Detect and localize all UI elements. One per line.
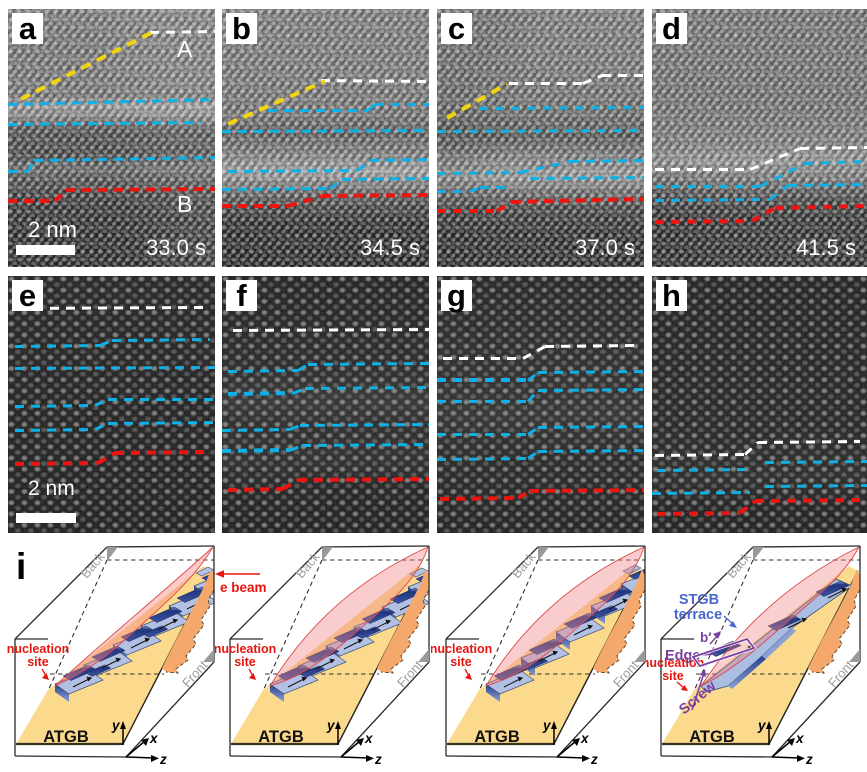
svg-text:y: y: [326, 718, 336, 733]
svg-text:y: y: [757, 718, 767, 733]
svg-text:ATGB: ATGB: [258, 728, 304, 746]
svg-text:y: y: [111, 718, 121, 733]
svg-text:Back: Back: [293, 549, 323, 581]
svg-text:x: x: [149, 731, 158, 746]
svg-text:x: x: [580, 731, 589, 746]
svg-text:z: z: [374, 752, 382, 767]
svg-text:x: x: [364, 731, 373, 746]
svg-text:x: x: [795, 731, 804, 746]
svg-text:z: z: [590, 752, 598, 767]
svg-text:ATGB: ATGB: [689, 728, 735, 746]
svg-text:nucleation: nucleation: [7, 642, 70, 656]
svg-text:nucleation: nucleation: [646, 656, 704, 670]
svg-text:nucleation: nucleation: [431, 642, 492, 656]
svg-text:Edge: Edge: [665, 648, 700, 664]
svg-text:z: z: [159, 752, 167, 767]
svg-text:Back: Back: [78, 549, 108, 581]
svg-text:ATGB: ATGB: [474, 728, 520, 746]
svg-text:Back: Back: [509, 549, 539, 581]
svg-text:Back: Back: [724, 549, 754, 581]
svg-text:b′: b′: [700, 630, 711, 645]
svg-text:ATGB: ATGB: [43, 728, 89, 746]
svg-text:site: site: [27, 655, 49, 669]
svg-text:site: site: [662, 669, 684, 683]
svg-text:nucleation: nucleation: [215, 642, 276, 656]
svg-text:site: site: [234, 655, 256, 669]
svg-text:site: site: [450, 655, 472, 669]
svg-text:terrace: terrace: [674, 607, 722, 623]
svg-text:z: z: [805, 752, 813, 767]
svg-text:STGB: STGB: [679, 592, 719, 608]
svg-text:y: y: [542, 718, 552, 733]
